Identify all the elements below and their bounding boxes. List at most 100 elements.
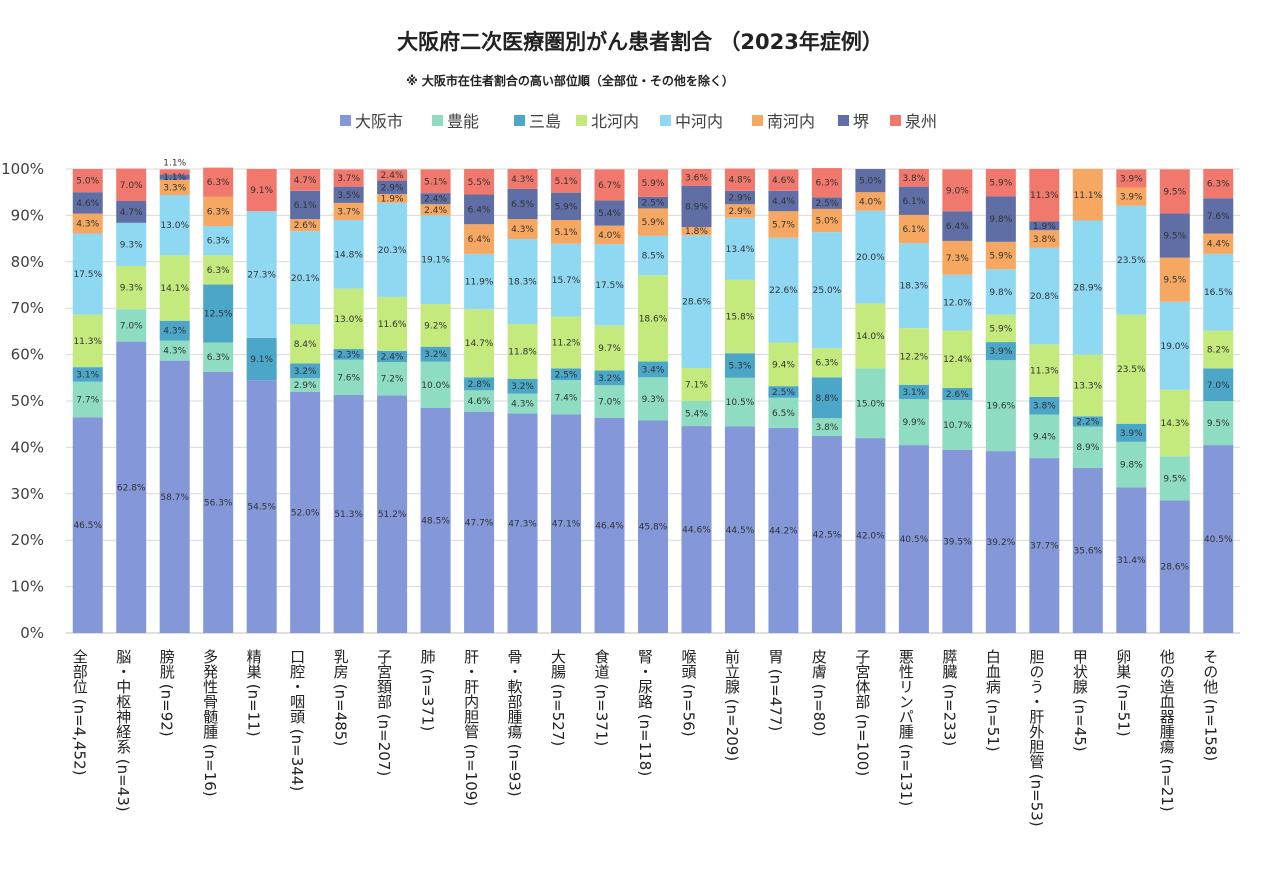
legend-swatch [340,115,351,126]
bar-segment [290,378,321,392]
data-label: 58.7% [160,493,189,503]
category-label: 肺 (n=371) [419,649,437,731]
data-label: 5.4% [598,209,621,219]
data-label: 18.6% [639,314,668,324]
data-label: 17.5% [595,281,624,291]
data-label: 4.6% [772,176,795,186]
bar-segment [551,414,582,633]
bar-segment [1116,187,1147,206]
data-label: 4.4% [772,197,795,207]
data-label: 14.8% [334,250,363,260]
data-label: 11.6% [378,320,407,330]
bar-segment [333,359,364,395]
data-label: 18.3% [900,282,929,292]
bar-segment [681,235,712,369]
data-label: 5.9% [555,202,578,212]
data-label: 19.0% [1160,342,1189,352]
data-label: 5.9% [642,179,665,189]
bar-segment [116,341,147,633]
bar-segment [681,368,712,401]
bar-segment [203,342,234,372]
data-label: 3.8% [1033,402,1056,412]
data-label: 6.1% [902,225,925,235]
data-label: 5.9% [989,179,1012,189]
bar-segment [594,417,625,633]
data-label: 19.1% [421,256,450,266]
bar-segment [724,190,755,205]
data-label: 5.0% [815,217,838,227]
bar-segment [159,360,190,633]
bar-segment [290,324,321,364]
y-tick-label: 30% [11,485,44,503]
category-label: 口腔・咽頭 (n=344) [288,649,306,791]
data-label: 2.9% [729,194,752,204]
data-label: 9.3% [120,240,143,250]
bar-segment [724,217,755,280]
data-label: 23.5% [1117,256,1146,266]
data-label: 3.2% [424,350,447,360]
data-label: 7.3% [946,254,969,264]
bar-segment [724,426,755,633]
bar-segment [464,224,495,254]
bar-segment [1203,253,1234,331]
category-label: 子宮頚部 (n=207) [375,649,393,776]
bar-segment [898,399,929,446]
bar-segment [377,169,408,181]
data-label: 2.4% [381,171,404,181]
bar-segment [594,325,625,371]
y-tick-label: 10% [11,578,44,596]
data-label: 7.0% [120,181,143,191]
data-label: 25.0% [813,286,842,296]
data-label: 27.3% [247,271,276,281]
bar-segment [1072,354,1103,417]
bar-segment [203,255,234,285]
bar-segment [811,208,842,233]
bar-segment [377,297,408,351]
bar-segment [246,169,277,212]
bar-segment [811,418,842,436]
data-label: 1.9% [381,194,404,204]
bar-segment [464,377,495,391]
data-label: 8.4% [294,340,317,350]
bar-segment [768,211,799,238]
bar-segment [72,233,103,315]
data-label: 6.3% [207,353,230,363]
bar-segment [507,188,538,220]
data-label: 14.1% [160,284,189,294]
bar-segment [724,204,755,218]
bar-segment [507,378,538,394]
bar-segment [1159,500,1190,633]
bar-segment [464,253,495,310]
bar-segment [116,222,147,266]
bar-segment [464,390,495,412]
bar-segment [768,427,799,633]
bar-segment [768,386,799,398]
bar-segment [290,219,321,232]
data-label: 42.5% [813,530,842,540]
bar-segment [420,361,451,408]
data-label: 4.6% [468,397,491,407]
bar-segment [1116,314,1147,424]
bar-segment [1029,414,1060,459]
data-label: 2.9% [294,381,317,391]
data-label: 47.3% [508,519,537,529]
data-label: 1.1% [163,173,186,183]
bar-segment [985,269,1016,315]
data-label: 5.1% [555,177,578,187]
bar-segment [811,232,842,349]
legend-label: 大阪市 [355,112,403,131]
data-label: 2.8% [468,380,491,390]
bar-segment [246,380,277,633]
bar-segment [638,377,668,421]
data-label: 1.9% [1033,222,1056,232]
y-axis: 0% 10% 20% 30% 40% 50% 60% 70% 80% 90% 100% [1,160,44,642]
category-label: 食道 (n=371) [593,649,611,746]
bar-segment [420,346,451,362]
bar-segment [594,370,625,386]
data-label: 17.5% [73,270,102,280]
data-label: 7.6% [1207,212,1230,222]
bar-segment [594,200,625,226]
data-label: 19.6% [987,402,1016,412]
bar-segment [377,180,408,195]
bar-segment [159,340,190,361]
